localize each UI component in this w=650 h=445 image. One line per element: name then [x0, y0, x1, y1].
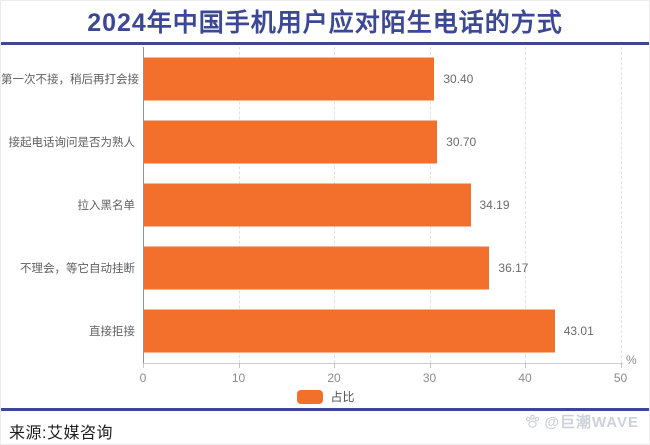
tick-mark: [620, 363, 622, 368]
value-label: 36.17: [498, 261, 529, 276]
bar: [144, 120, 438, 164]
top-divider: [1, 42, 649, 45]
tick-label: 20: [327, 371, 341, 385]
category-label: 拉入黑名单: [77, 199, 136, 212]
legend-label: 占比: [330, 390, 355, 404]
tick-label: 40: [518, 371, 532, 385]
tick-mark: [525, 363, 526, 368]
bar-row: 直接拒接 43.01: [1, 300, 649, 363]
x-axis-unit-label: %: [626, 353, 637, 367]
x-axis: % 0 10 20 30 40 50: [1, 353, 649, 393]
tick-mark: [429, 363, 431, 368]
bar: [144, 57, 435, 101]
legend-swatch-icon: [297, 389, 324, 404]
tick-label: 10: [231, 371, 246, 385]
value-label: 30.70: [446, 134, 477, 149]
bar: [144, 309, 555, 353]
value-label: 34.19: [479, 197, 510, 212]
tick-label: 30: [422, 371, 437, 385]
bar: [144, 246, 490, 290]
y-axis-line: [143, 47, 144, 363]
bar-row: 第一次不接，稍后再打会接 30.40: [1, 47, 649, 110]
bar: [144, 183, 471, 227]
tick-label: 0: [139, 371, 147, 385]
gridline: [620, 47, 622, 363]
value-label: 30.40: [443, 71, 474, 86]
bar-row: 接起电话询问是否为熟人 30.70: [1, 110, 649, 173]
category-label: 第一次不接，稍后再打会接: [1, 73, 139, 86]
category-label: 接起电话询问是否为熟人: [8, 136, 136, 149]
tick-mark: [238, 363, 240, 368]
bottom-divider: [1, 408, 649, 411]
plot-area: 第一次不接，稍后再打会接 30.40 接起电话询问是否为熟人 30.70 拉入黑名单 34…: [1, 47, 649, 363]
watermark-text: @巨潮WAVE: [544, 414, 639, 431]
gridline: [525, 47, 526, 363]
bar-row: 拉入黑名单 34.19: [1, 173, 649, 236]
legend[interactable]: 占比: [1, 388, 649, 405]
x-axis-line: [143, 363, 623, 364]
value-label: 43.01: [563, 324, 594, 339]
tick-mark: [143, 363, 144, 368]
category-label: 不理会，等它自动挂断: [20, 263, 135, 276]
paw-icon: [524, 413, 541, 430]
tick-mark: [334, 363, 335, 368]
tick-label: 50: [613, 371, 628, 385]
bar-row: 不理会，等它自动挂断 36.17: [1, 237, 649, 300]
chart-title: 2024年中国手机用户应对陌生电话的方式: [87, 9, 563, 37]
source-label: 来源:艾媒咨询: [9, 425, 113, 442]
category-label: 直接拒接: [89, 326, 135, 339]
watermark: @巨潮WAVE: [524, 411, 639, 432]
